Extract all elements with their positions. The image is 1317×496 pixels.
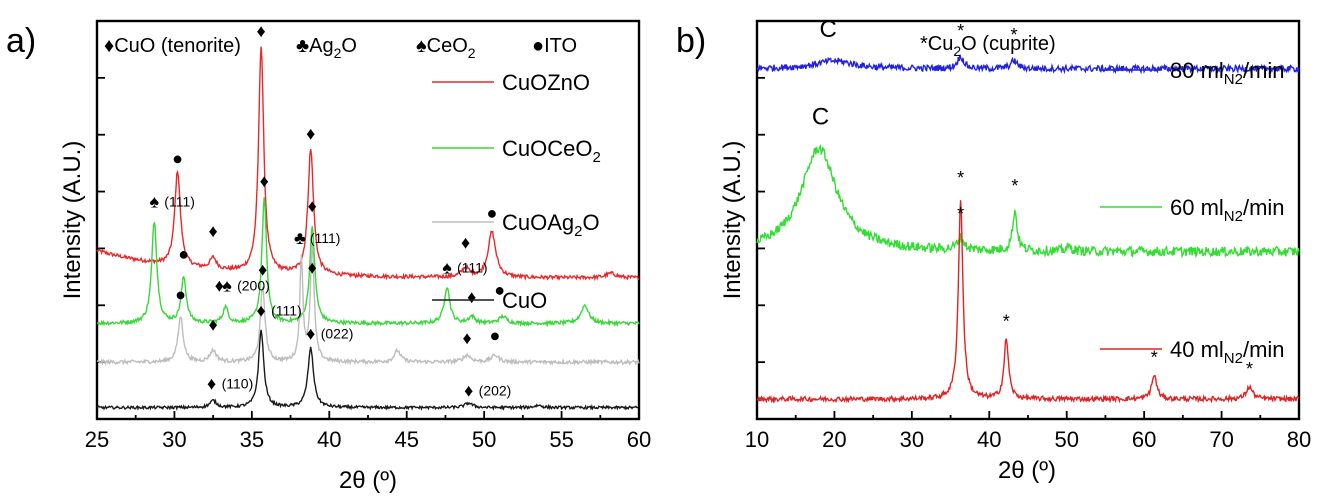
x-tick-label: 40 bbox=[317, 427, 341, 452]
panel-b-phase-legend: *Cu2O (cuprite) bbox=[920, 33, 1056, 59]
x-tick-label: 30 bbox=[162, 427, 186, 452]
peak-miller-index: (200) bbox=[237, 278, 270, 294]
phase-legend-entry: ●ITO bbox=[532, 35, 577, 57]
x-tick-label: 25 bbox=[85, 427, 109, 452]
peak-marker: ♦ bbox=[467, 287, 476, 307]
peak-marker: * bbox=[1003, 311, 1010, 331]
x-tick-label: 55 bbox=[549, 427, 573, 452]
series-line bbox=[756, 200, 1300, 404]
phase-legend-entry: *Cu2O (cuprite) bbox=[920, 33, 1056, 59]
panel-a-annotations: ●♦♦♦♦●♠ (111)●♦♠ (200)♦♦♠ (111)●♦●♦♦♣ (111)♦… bbox=[150, 21, 512, 400]
phase-legend-entry: ♠CeO2 bbox=[416, 35, 476, 61]
peak-miller-index: (022) bbox=[321, 325, 354, 341]
x-tick-label: 40 bbox=[977, 427, 1001, 452]
peak-marker: * bbox=[957, 21, 964, 41]
peak-miller-index: (111) bbox=[310, 230, 341, 246]
panel-a-series bbox=[96, 46, 640, 411]
legend-entry: CuOZnO bbox=[502, 70, 590, 95]
panel-a-series-legend: CuOZnO CuOCeO2 CuOAg2O CuO bbox=[432, 70, 601, 313]
phase-legend-entry: ♣Ag2O bbox=[296, 35, 357, 61]
peak-marker: ♦ bbox=[215, 276, 224, 296]
peak-miller-index: (111) bbox=[164, 193, 195, 209]
peak-marker: ● bbox=[490, 326, 501, 346]
peak-marker: ♦ bbox=[308, 257, 317, 277]
x-tick-label: 60 bbox=[627, 427, 651, 452]
peak-marker: ♦ bbox=[207, 373, 216, 393]
peak-marker: ♠ bbox=[222, 276, 232, 296]
series-line bbox=[756, 143, 1300, 259]
peak-marker: ♦ bbox=[463, 328, 472, 348]
peak-marker: ♦ bbox=[258, 260, 267, 280]
peak-marker: * bbox=[957, 168, 964, 188]
legend-entry: 80 mlN2/min bbox=[1170, 58, 1285, 88]
legend-entry: CuOCeO2 bbox=[502, 136, 601, 166]
peak-marker: * bbox=[1011, 25, 1018, 45]
peak-miller-index: (111) bbox=[271, 303, 302, 319]
peak-marker: ♦ bbox=[209, 221, 218, 241]
series-line bbox=[96, 329, 640, 411]
x-tick-label: 50 bbox=[1054, 427, 1078, 452]
peak-marker: ♦ bbox=[306, 323, 315, 343]
panel-b-series-legend: 80 mlN2/min 60 mlN2/min 40 mlN2/min bbox=[1100, 58, 1285, 367]
panel-a-x-axis-label: 2θ (º) bbox=[339, 467, 397, 494]
peak-marker: ● bbox=[172, 148, 183, 168]
series-line bbox=[97, 197, 640, 328]
legend-entry: 40 mlN2/min bbox=[1170, 337, 1285, 367]
x-tick-label: 60 bbox=[1132, 427, 1156, 452]
peak-marker: ● bbox=[178, 244, 189, 264]
peak-marker: ♦ bbox=[464, 380, 473, 400]
peak-marker: ● bbox=[175, 285, 186, 305]
panel-a-chart: a) 25 30 35 40 45 50 55 60 ●♦♦♦♦●♠ (111)●♦♠ (200)… bbox=[6, 19, 651, 494]
peak-marker: ♣ bbox=[294, 228, 306, 248]
panel-b-annotations: C * * C * * * * * * bbox=[812, 16, 1253, 379]
x-tick-label: 45 bbox=[394, 427, 418, 452]
peak-marker: ♦ bbox=[461, 232, 470, 252]
panel-b-ticks: 10 20 30 40 50 60 70 80 bbox=[745, 76, 1311, 452]
peak-marker: ♦ bbox=[209, 314, 218, 334]
panel-b-chart: b) 10 20 30 40 50 60 70 80 C * * C * * * * * * 80 mlN2/m… bbox=[676, 16, 1311, 484]
phase-legend-entry: ♦CuO (tenorite) bbox=[104, 35, 241, 57]
peak-marker: ♦ bbox=[306, 123, 315, 143]
x-tick-label: 20 bbox=[822, 427, 846, 452]
peak-marker: ● bbox=[494, 280, 505, 300]
peak-miller-index: (110) bbox=[222, 375, 254, 391]
panel-b-letter: b) bbox=[676, 22, 706, 60]
peak-marker: * bbox=[1246, 359, 1253, 379]
legend-entry: 60 mlN2/min bbox=[1170, 195, 1285, 225]
peak-marker: ● bbox=[486, 203, 497, 223]
legend-entry: CuO bbox=[502, 288, 547, 313]
peak-marker: ♠ bbox=[150, 191, 160, 211]
series-line bbox=[756, 54, 1300, 75]
x-tick-label: 10 bbox=[745, 427, 769, 452]
series-line bbox=[96, 244, 640, 367]
peak-marker: C bbox=[812, 103, 829, 130]
panel-b-x-axis-label: 2θ (º) bbox=[998, 457, 1056, 484]
peak-marker: ♦ bbox=[260, 171, 269, 191]
x-tick-label: 30 bbox=[900, 427, 924, 452]
series-line bbox=[96, 46, 639, 282]
panel-a-phase-legend: ♦CuO (tenorite) ♣Ag2O ♠CeO2 ●ITO bbox=[104, 35, 577, 61]
peak-marker: ♦ bbox=[257, 21, 266, 41]
peak-marker: ♠ bbox=[442, 257, 452, 277]
peak-marker: * bbox=[1151, 347, 1158, 367]
x-tick-label: 50 bbox=[472, 427, 496, 452]
peak-marker: ♦ bbox=[257, 301, 266, 321]
panel-a-ticks: 25 30 35 40 45 50 55 60 bbox=[85, 76, 651, 452]
peak-miller-index: (111) bbox=[457, 259, 488, 275]
peak-marker: * bbox=[957, 204, 964, 224]
panel-b-y-axis-label: Intensity (A.U.) bbox=[719, 141, 746, 300]
peak-marker: ♦ bbox=[308, 196, 317, 216]
peak-marker: * bbox=[1011, 176, 1018, 196]
peak-marker: C bbox=[820, 16, 837, 43]
legend-entry: CuOAg2O bbox=[502, 210, 600, 240]
panel-a-y-axis-label: Intensity (A.U.) bbox=[59, 141, 86, 300]
x-tick-label: 70 bbox=[1209, 427, 1233, 452]
x-tick-label: 80 bbox=[1287, 427, 1311, 452]
panel-b-series bbox=[756, 54, 1300, 404]
x-tick-label: 35 bbox=[240, 427, 264, 452]
peak-miller-index: (202) bbox=[479, 382, 512, 398]
panel-a-letter: a) bbox=[6, 22, 36, 60]
